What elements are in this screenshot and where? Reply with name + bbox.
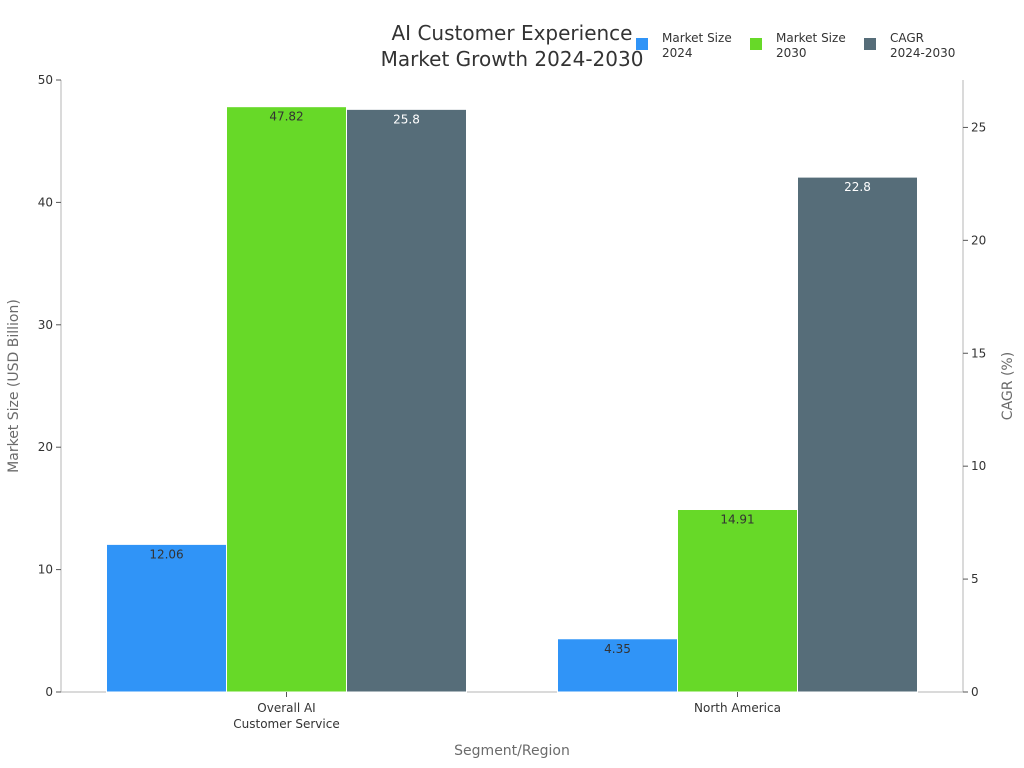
legend-label: Market Size 2024 [662,31,732,60]
legend-swatch [636,38,648,50]
y-axis-left-title: Market Size (USD Billion) [6,299,22,473]
bar-data-label: 25.8 [393,112,420,126]
bar [797,176,918,693]
legend-label: Market Size 2030 [776,31,846,60]
y-axis-right-title: CAGR (%) [1000,352,1016,420]
bar-data-label: 14.91 [720,513,754,527]
legend-label: CAGR 2024-2030 [890,31,955,60]
y-left-tick-label: 10 [38,563,53,577]
y-left-tick-label: 30 [38,318,53,332]
bar [226,106,347,693]
y-right-tick-label: 5 [971,572,979,586]
x-axis-title: Segment/Region [454,743,570,759]
bar [346,108,467,693]
y-right-tick-label: 10 [971,459,986,473]
y-left-tick-label: 40 [38,195,53,209]
y-right-tick-label: 0 [971,685,979,699]
y-left-tick-label: 0 [45,685,53,699]
y-left-tick-label: 20 [38,440,53,454]
chart-title: AI Customer Experience Market Growth 2024… [381,21,644,71]
legend-swatch [864,38,876,50]
bar [557,638,678,693]
bar-data-label: 22.8 [844,180,871,194]
y-right-tick-label: 25 [971,120,986,134]
legend-swatch [750,38,762,50]
bar-data-label: 47.82 [269,110,303,124]
bar [106,543,227,693]
bar-data-label: 12.06 [149,547,183,561]
y-right-tick-label: 20 [971,233,986,247]
x-tick-label: North America [694,701,781,715]
y-right-tick-label: 15 [971,346,986,360]
y-left-tick-label: 50 [38,73,53,87]
bar [677,509,798,693]
x-tick-label: Overall AI Customer Service [233,701,339,731]
bar-data-label: 4.35 [604,642,631,656]
